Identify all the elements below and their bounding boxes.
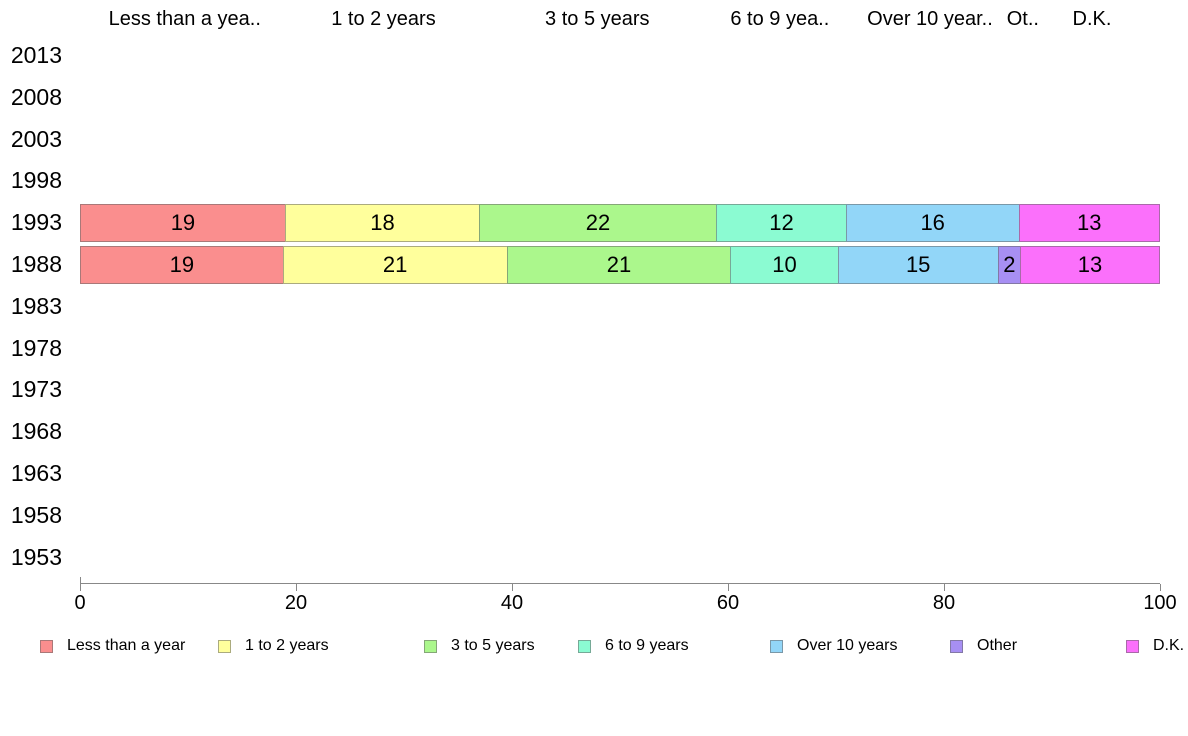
x-tick-100: [1159, 584, 1161, 591]
y-tick-label-2003: 2003: [10, 125, 62, 152]
bar-segment-1988-d-k[interactable]: 13: [1020, 245, 1160, 284]
x-tick-0: [79, 577, 81, 591]
bar-row-1993: 19 18 22 12 16 13: [80, 204, 1161, 243]
bar-value-label: 2: [1003, 251, 1016, 277]
x-tick-label-60: 60: [716, 592, 740, 614]
x-tick-40: [511, 584, 513, 591]
legend: Less than a year 1 to 2 years 3 to 5 years…: [0, 637, 1188, 658]
column-header-d-k: D.K.: [1072, 8, 1112, 30]
legend-label-other: Other: [977, 637, 1018, 654]
legend-swatch-other: [950, 639, 963, 653]
bar-segment-1993-over-10-years[interactable]: 16: [845, 204, 1020, 243]
legend-item-d-k[interactable]: D.K.: [1126, 637, 1185, 654]
bar-value-label: 18: [370, 210, 395, 236]
x-tick-label-20: 20: [284, 592, 308, 614]
column-header-6-to-9-years: 6 to 9 yea..: [730, 8, 830, 30]
bar-value-label: 19: [170, 210, 196, 236]
bar-value-label: 22: [585, 210, 611, 236]
legend-swatch-less-than-a-year: [40, 639, 53, 653]
y-tick-label-1998: 1998: [10, 167, 62, 194]
column-header-other: Ot..: [1006, 8, 1039, 30]
bar-segment-1988-less-than-a-year[interactable]: 19: [80, 245, 284, 284]
y-tick-label-1993: 1993: [10, 209, 62, 236]
y-tick-label-1983: 1983: [10, 292, 62, 319]
y-tick-label-1978: 1978: [10, 334, 62, 361]
bar-segment-1993-1-to-2-years[interactable]: 18: [284, 204, 481, 243]
legend-swatch-over-10-years: [770, 639, 783, 653]
legend-label-less-than-a-year: Less than a year: [67, 637, 186, 654]
bar-value-label: 12: [769, 210, 794, 236]
column-header-3-to-5-years: 3 to 5 years: [545, 8, 650, 30]
bar-value-label: 19: [169, 251, 195, 277]
y-tick-label-1968: 1968: [10, 418, 62, 445]
y-tick-label-2008: 2008: [10, 83, 62, 110]
bar-value-label: 15: [905, 251, 931, 277]
legend-item-1-to-2-years[interactable]: 1 to 2 years: [218, 637, 329, 654]
bar-value-label: 13: [1077, 251, 1103, 277]
legend-item-less-than-a-year[interactable]: Less than a year: [40, 637, 186, 654]
bar-segment-1988-other[interactable]: 2: [997, 245, 1022, 284]
y-tick-label-2013: 2013: [10, 42, 62, 68]
legend-item-over-10-years[interactable]: Over 10 years: [770, 637, 898, 654]
column-header-1-to-2-years: 1 to 2 years: [331, 8, 436, 30]
x-tick-80: [943, 584, 945, 591]
x-tick-label-80: 80: [932, 592, 956, 614]
bar-segment-1993-d-k[interactable]: 13: [1018, 204, 1161, 243]
legend-item-3-to-5-years[interactable]: 3 to 5 years: [424, 637, 535, 654]
column-header-less-than-a-year: Less than a yea..: [108, 8, 261, 30]
legend-label-1-to-2-years: 1 to 2 years: [245, 637, 329, 654]
bar-row-1988: 19 21 21 10 15 2 13: [80, 245, 1160, 284]
bar-segment-1993-less-than-a-year[interactable]: 19: [80, 204, 286, 243]
legend-label-6-to-9-years: 6 to 9 years: [605, 637, 689, 654]
legend-item-6-to-9-years[interactable]: 6 to 9 years: [578, 637, 689, 654]
bar-value-label: 21: [606, 251, 632, 277]
bar-segment-1988-over-10-years[interactable]: 15: [837, 245, 999, 284]
legend-swatch-d-k: [1126, 639, 1139, 653]
x-tick-20: [295, 584, 297, 591]
bar-value-label: 10: [772, 251, 797, 277]
bar-segment-1988-6-to-9-years[interactable]: 10: [730, 245, 839, 284]
bar-segment-1993-6-to-9-years[interactable]: 12: [716, 204, 847, 243]
x-axis: 0 20 40 60 80 100: [74, 577, 1177, 623]
legend-label-d-k: D.K.: [1153, 637, 1185, 654]
y-tick-label-1958: 1958: [10, 501, 62, 528]
bar-value-label: 16: [920, 210, 945, 236]
plot-area: 19 18 22 12 16 13 19 21 21 10 15 2 13: [80, 35, 1161, 579]
legend-swatch-6-to-9-years: [578, 639, 591, 653]
column-header-row: Less than a yea.. 1 to 2 years 3 to 5 year…: [80, 8, 1160, 32]
y-tick-label-1973: 1973: [10, 376, 62, 403]
bar-segment-1988-1-to-2-years[interactable]: 21: [282, 245, 508, 284]
column-header-over-10-years: Over 10 year..: [867, 8, 993, 30]
y-tick-label-1953: 1953: [10, 543, 62, 570]
x-tick-label-40: 40: [500, 592, 524, 614]
x-axis-line: [80, 583, 1160, 584]
x-tick-label-100: 100: [1143, 592, 1177, 614]
legend-label-3-to-5-years: 3 to 5 years: [451, 637, 535, 654]
legend-item-other[interactable]: Other: [950, 637, 1018, 654]
bar-value-label: 21: [382, 251, 408, 277]
legend-label-over-10-years: Over 10 years: [797, 637, 898, 654]
y-tick-label-1988: 1988: [10, 251, 62, 277]
legend-swatch-3-to-5-years: [424, 639, 437, 653]
bar-segment-1988-3-to-5-years[interactable]: 21: [506, 245, 732, 284]
y-tick-label-1963: 1963: [10, 460, 62, 486]
legend-swatch-1-to-2-years: [218, 639, 231, 653]
x-tick-60: [727, 584, 729, 591]
x-tick-label-0: 0: [74, 592, 86, 614]
bar-value-label: 13: [1077, 210, 1102, 236]
bar-segment-1993-3-to-5-years[interactable]: 22: [479, 204, 718, 243]
